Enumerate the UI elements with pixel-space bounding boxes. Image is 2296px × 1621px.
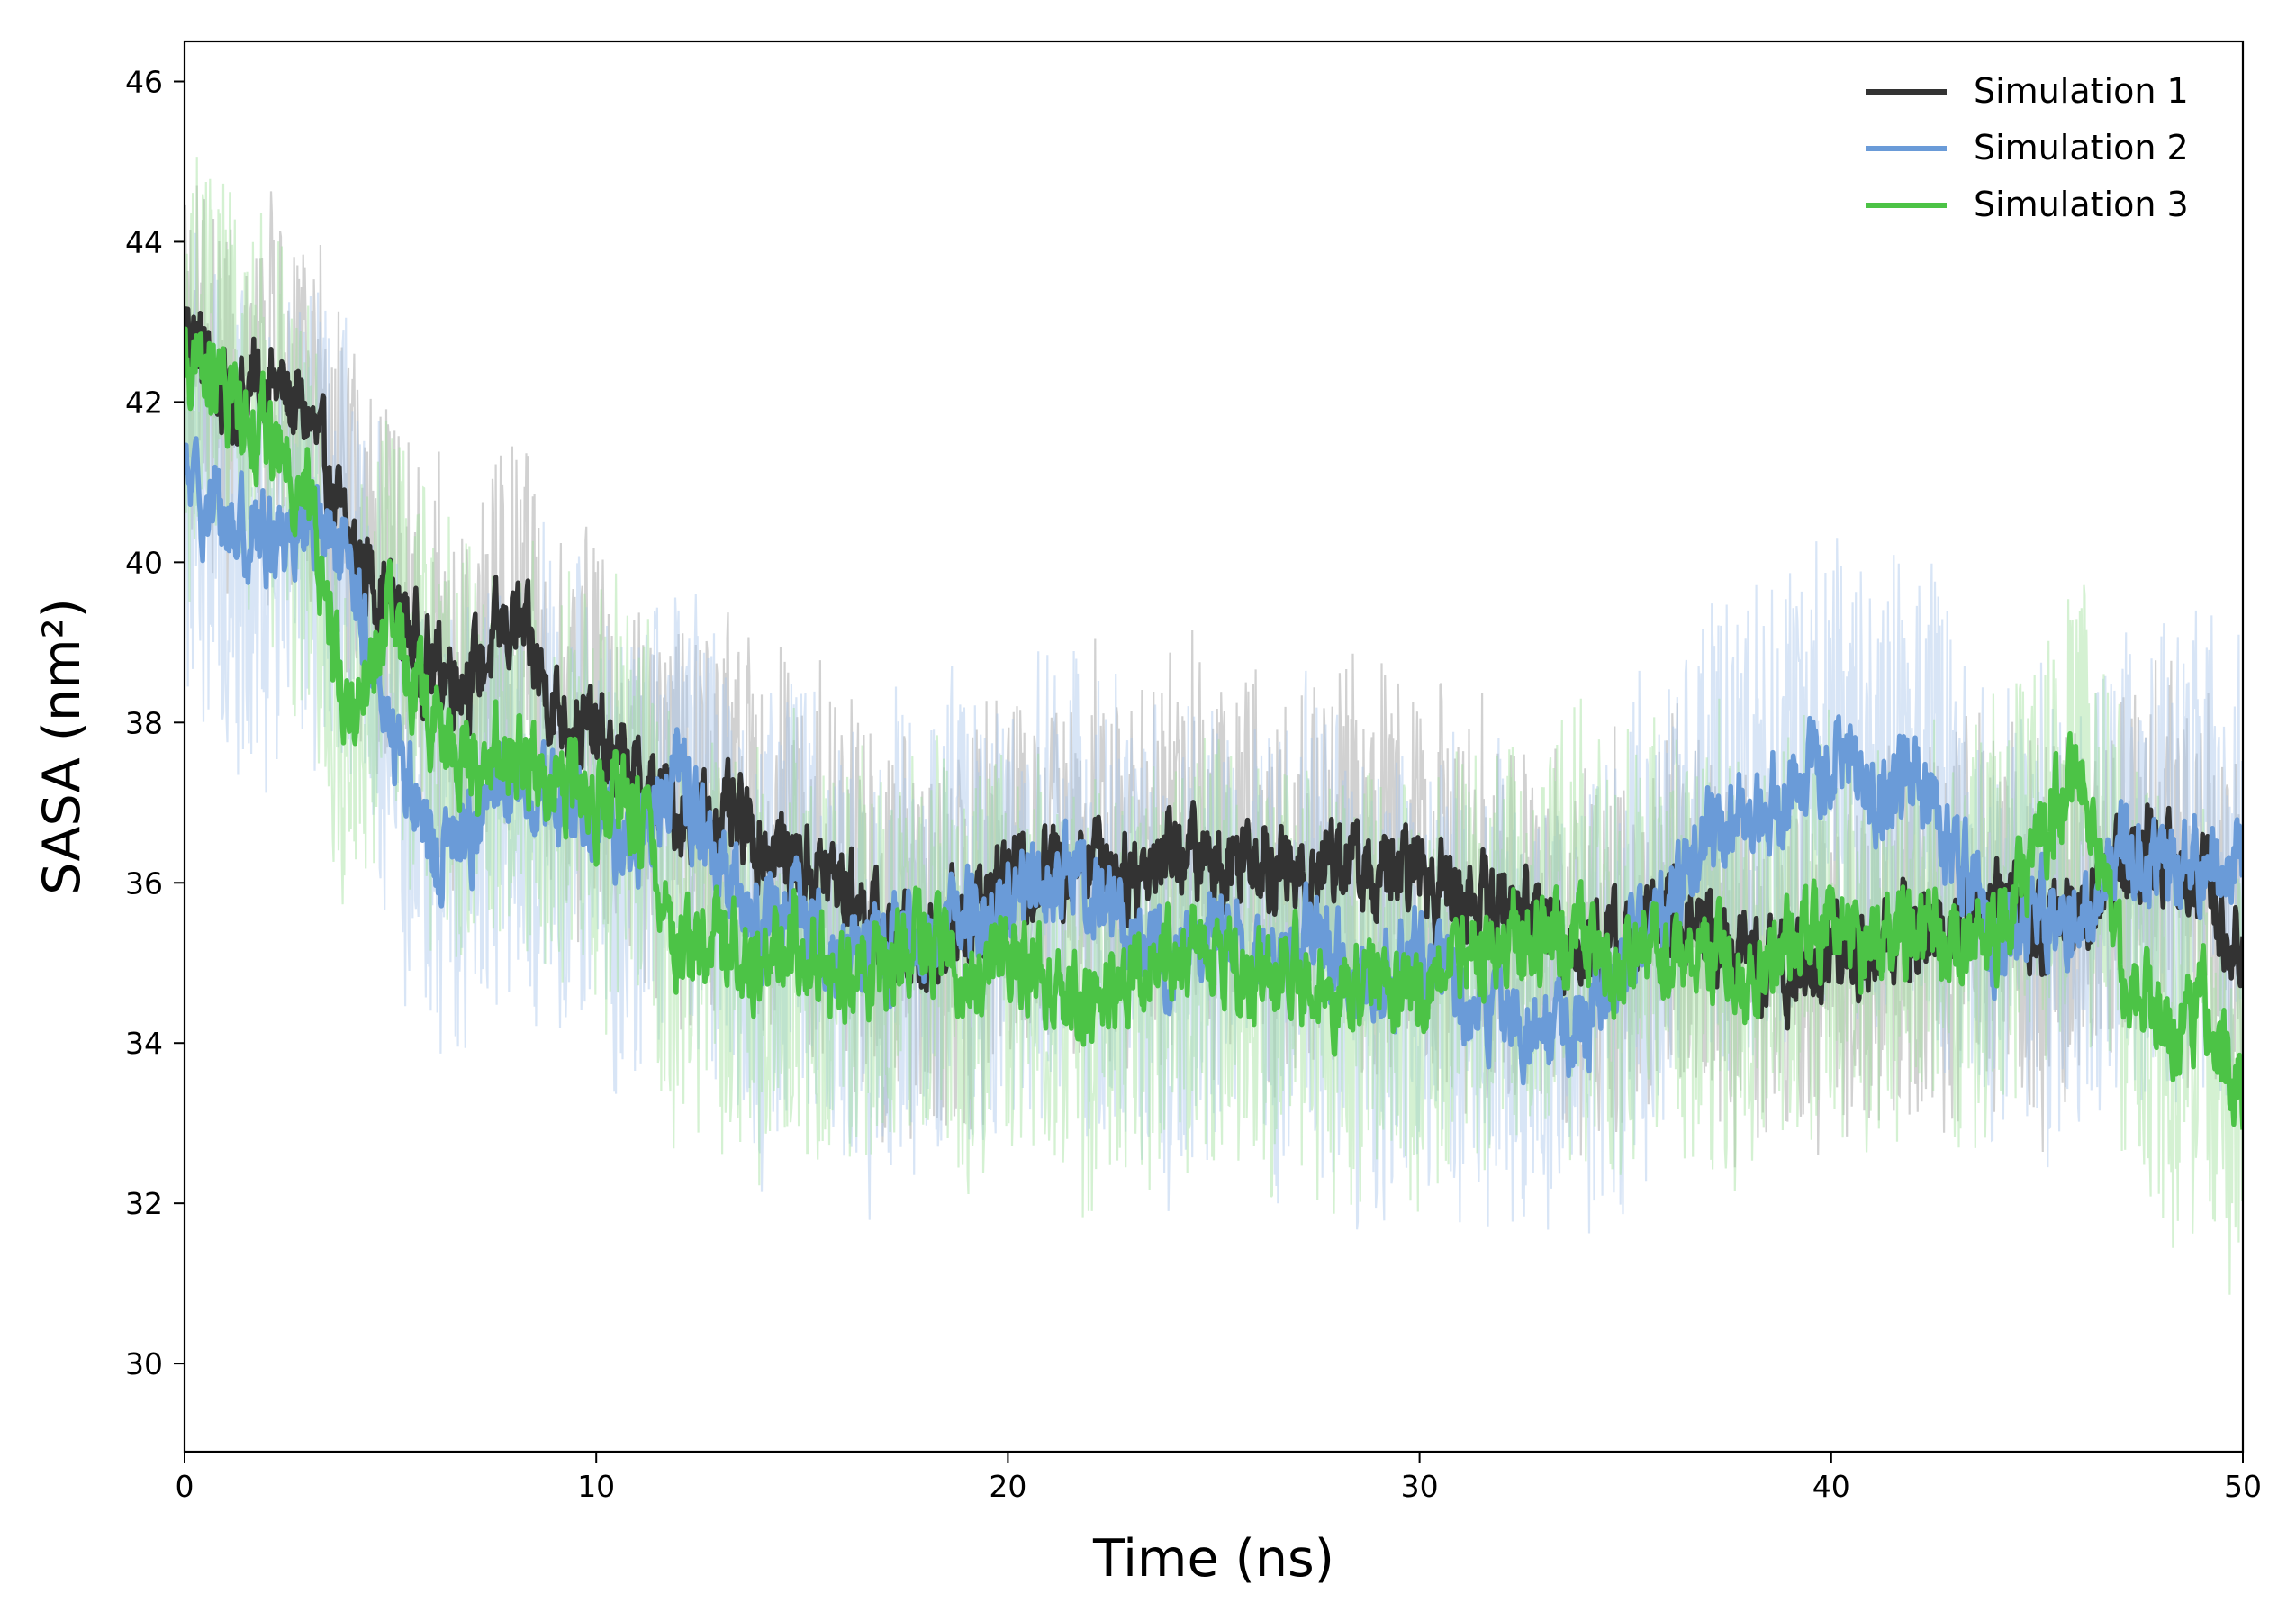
y-axis-label: SASA (nm²) (32, 598, 92, 895)
legend-label-simulation-2: Simulation 2 (1974, 128, 2189, 168)
band-simulation-3 (185, 157, 2243, 1295)
y-axis: 30 32 34 36 38 40 42 44 46 (125, 64, 185, 1381)
y-tick-label: 40 (125, 545, 163, 580)
legend-label-simulation-3: Simulation 3 (1974, 185, 2189, 224)
y-tick-label: 30 (125, 1346, 163, 1381)
band-simulation-1 (185, 185, 2243, 1168)
y-tick-label: 42 (125, 385, 163, 420)
x-axis: 0 10 20 30 40 50 (176, 1452, 2262, 1504)
line-simulation-3 (185, 326, 2243, 1130)
x-tick-label: 30 (1401, 1469, 1439, 1504)
y-tick-label: 34 (125, 1026, 163, 1061)
y-tick-label: 46 (125, 64, 163, 99)
legend-label-simulation-1: Simulation 1 (1974, 71, 2189, 111)
legend: Simulation 1 Simulation 2 Simulation 3 (1866, 71, 2189, 224)
x-tick-label: 40 (1812, 1469, 1850, 1504)
y-tick-label: 36 (125, 865, 163, 901)
x-tick-label: 20 (989, 1469, 1026, 1504)
plot-frame (183, 40, 2245, 1453)
series-lines (185, 306, 2243, 1130)
x-tick-label: 0 (176, 1469, 194, 1504)
x-axis-label: Time (ns) (1092, 1529, 1334, 1589)
y-tick-label: 38 (125, 705, 163, 740)
y-tick-label: 44 (125, 224, 163, 259)
y-tick-label: 32 (125, 1186, 163, 1221)
x-tick-label: 50 (2224, 1469, 2262, 1504)
x-tick-label: 10 (577, 1469, 615, 1504)
